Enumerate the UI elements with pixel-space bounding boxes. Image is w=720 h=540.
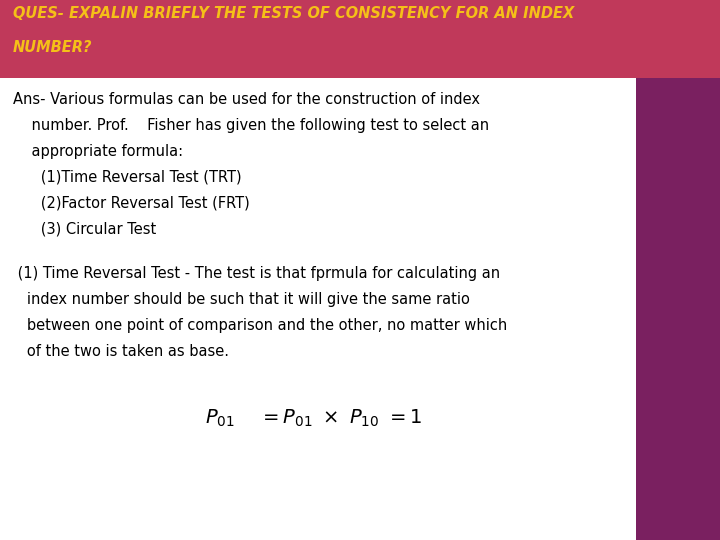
Text: (1) Time Reversal Test - The test is that fprmula for calculating an: (1) Time Reversal Test - The test is tha… (13, 266, 500, 281)
Text: (1)Time Reversal Test (TRT): (1)Time Reversal Test (TRT) (13, 170, 242, 185)
Text: $\mathit{P}_{01}$: $\mathit{P}_{01}$ (205, 408, 235, 429)
Bar (636, 0, 720, 540)
Text: index number should be such that it will give the same ratio: index number should be such that it will… (13, 292, 470, 307)
Text: between one point of comparison and the other, no matter which: between one point of comparison and the … (13, 318, 507, 333)
Text: Ans- Various formulas can be used for the construction of index: Ans- Various formulas can be used for th… (13, 92, 480, 107)
Text: appropriate formula:: appropriate formula: (13, 144, 183, 159)
Text: QUES- EXPALIN BRIEFLY THE TESTS OF CONSISTENCY FOR AN INDEX: QUES- EXPALIN BRIEFLY THE TESTS OF CONSI… (13, 6, 575, 22)
Text: (2)Factor Reversal Test (FRT): (2)Factor Reversal Test (FRT) (13, 195, 250, 211)
Text: (3) Circular Test: (3) Circular Test (13, 221, 156, 237)
Text: number. Prof.    Fisher has given the following test to select an: number. Prof. Fisher has given the follo… (13, 118, 489, 133)
Text: NUMBER?: NUMBER? (13, 40, 92, 55)
Text: $= \mathit{P}_{01}\ \times\ \mathit{P}_{10}\ = 1$: $= \mathit{P}_{01}\ \times\ \mathit{P}_{… (259, 408, 422, 429)
Text: of the two is taken as base.: of the two is taken as base. (13, 344, 229, 359)
Bar (0, 0, 720, 78)
